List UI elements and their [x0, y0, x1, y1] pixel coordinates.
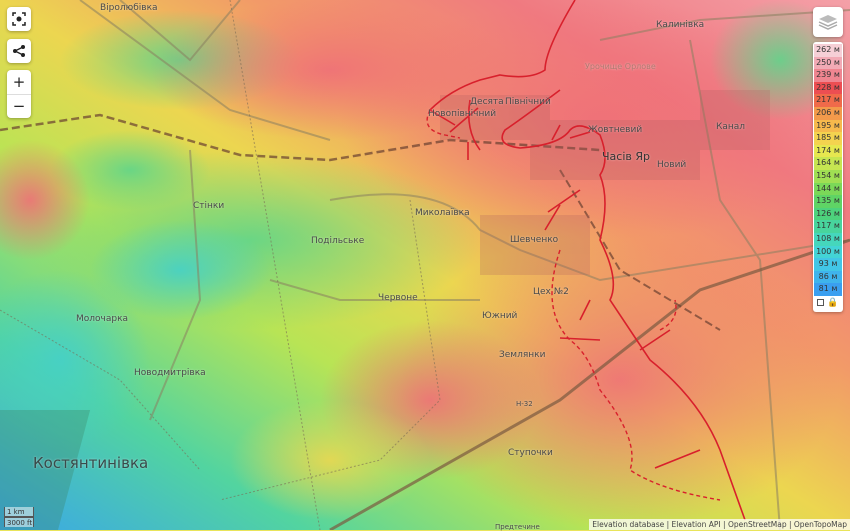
link-opentopomap[interactable]: OpenTopoMap	[793, 520, 847, 529]
legend-item: 174 м	[814, 144, 842, 158]
legend-item: 100 м	[814, 245, 842, 259]
fullscreen-button[interactable]	[7, 7, 31, 31]
separator: |	[786, 520, 794, 529]
label-stinky: Стінки	[193, 201, 225, 211]
legend-item: 262 м	[814, 44, 842, 57]
label-desiata: Десята	[470, 97, 504, 107]
label-mykolaivka: Миколаївка	[415, 208, 470, 218]
attribution: Elevation database | Elevation API | Ope…	[589, 519, 850, 530]
label-h32: Н-32	[516, 400, 533, 408]
zoom-out-button[interactable]: −	[7, 94, 31, 118]
label-stupochky: Ступочки	[508, 448, 553, 458]
link-elevation-database[interactable]: Elevation database	[592, 520, 665, 529]
label-podilske: Подільське	[311, 236, 365, 246]
scale-imperial: 3000 ft	[4, 517, 34, 527]
legend-item: 228 м	[814, 81, 842, 95]
label-chasiv-yar: Часів Яр	[602, 150, 650, 163]
label-shevchenko: Шевченко	[510, 235, 559, 245]
share-button[interactable]	[7, 39, 31, 63]
label-yuzhnyi: Южний	[482, 311, 518, 321]
legend-item: 250 м	[814, 56, 842, 70]
layers-button[interactable]	[813, 7, 843, 37]
label-kalynivka: Калинівка	[656, 20, 705, 30]
label-virolyubivka: Віролюбівка	[100, 3, 158, 13]
legend-item: 117 м	[814, 220, 842, 233]
share-icon	[13, 45, 25, 57]
label-urochyshche: Урочище Орлове	[585, 62, 656, 71]
legend-item: 93 м	[814, 258, 842, 271]
label-novodmytrivka: Новодмитрівка	[134, 368, 206, 378]
legend-item: 185 м	[814, 132, 842, 145]
link-elevation-api[interactable]: Elevation API	[671, 520, 721, 529]
legend-item: 86 м	[814, 270, 842, 284]
legend-item: 164 м	[814, 157, 842, 170]
zoom-in-button[interactable]: +	[12, 73, 26, 91]
checkbox[interactable]	[817, 299, 825, 307]
separator: |	[720, 520, 728, 529]
legend-footer: 🔒	[814, 296, 842, 310]
lock-icon[interactable]: 🔒	[827, 297, 839, 308]
fullscreen-icon	[12, 12, 26, 26]
label-novyi: Новий	[657, 160, 687, 170]
link-openstreetmap[interactable]: OpenStreetMap	[727, 520, 787, 529]
zoom-control: + −	[7, 70, 31, 118]
label-novopivnichnyi: Новопівнічний	[428, 109, 497, 119]
label-zemlianky: Землянки	[499, 350, 546, 360]
legend-item: 135 м	[814, 195, 842, 208]
label-molocharka: Молочарка	[76, 314, 129, 324]
label-tsekh2: Цех №2	[533, 287, 569, 297]
layers-icon	[818, 15, 838, 30]
legend-item: 154 м	[814, 169, 842, 183]
separator: |	[664, 520, 672, 529]
elevation-legend: 262 м 250 м 239 м 228 м 217 м 206 м 195 м 185 м…	[813, 42, 843, 312]
legend-item: 108 м	[814, 232, 842, 246]
legend-item: 217 м	[814, 94, 842, 107]
label-zhovtnevyi: Жовтневий	[588, 125, 643, 135]
label-chervone: Червоне	[378, 293, 418, 303]
legend-item: 206 м	[814, 106, 842, 120]
label-kostiantynivka: Костянтинівка	[33, 454, 149, 472]
legend-item: 126 м	[814, 207, 842, 221]
label-predtechyne: Предтечине	[495, 523, 540, 531]
legend-item: 195 м	[814, 119, 842, 133]
label-kanal: Канал	[716, 122, 746, 132]
scale-metric: 1 km	[4, 507, 34, 517]
label-pivnichnyi: Північний	[505, 97, 551, 107]
legend-item: 81 м	[814, 283, 842, 296]
legend-item: 144 м	[814, 182, 842, 196]
legend-item: 239 м	[814, 69, 842, 82]
scale-bar: 1 km 3000 ft	[4, 507, 34, 527]
